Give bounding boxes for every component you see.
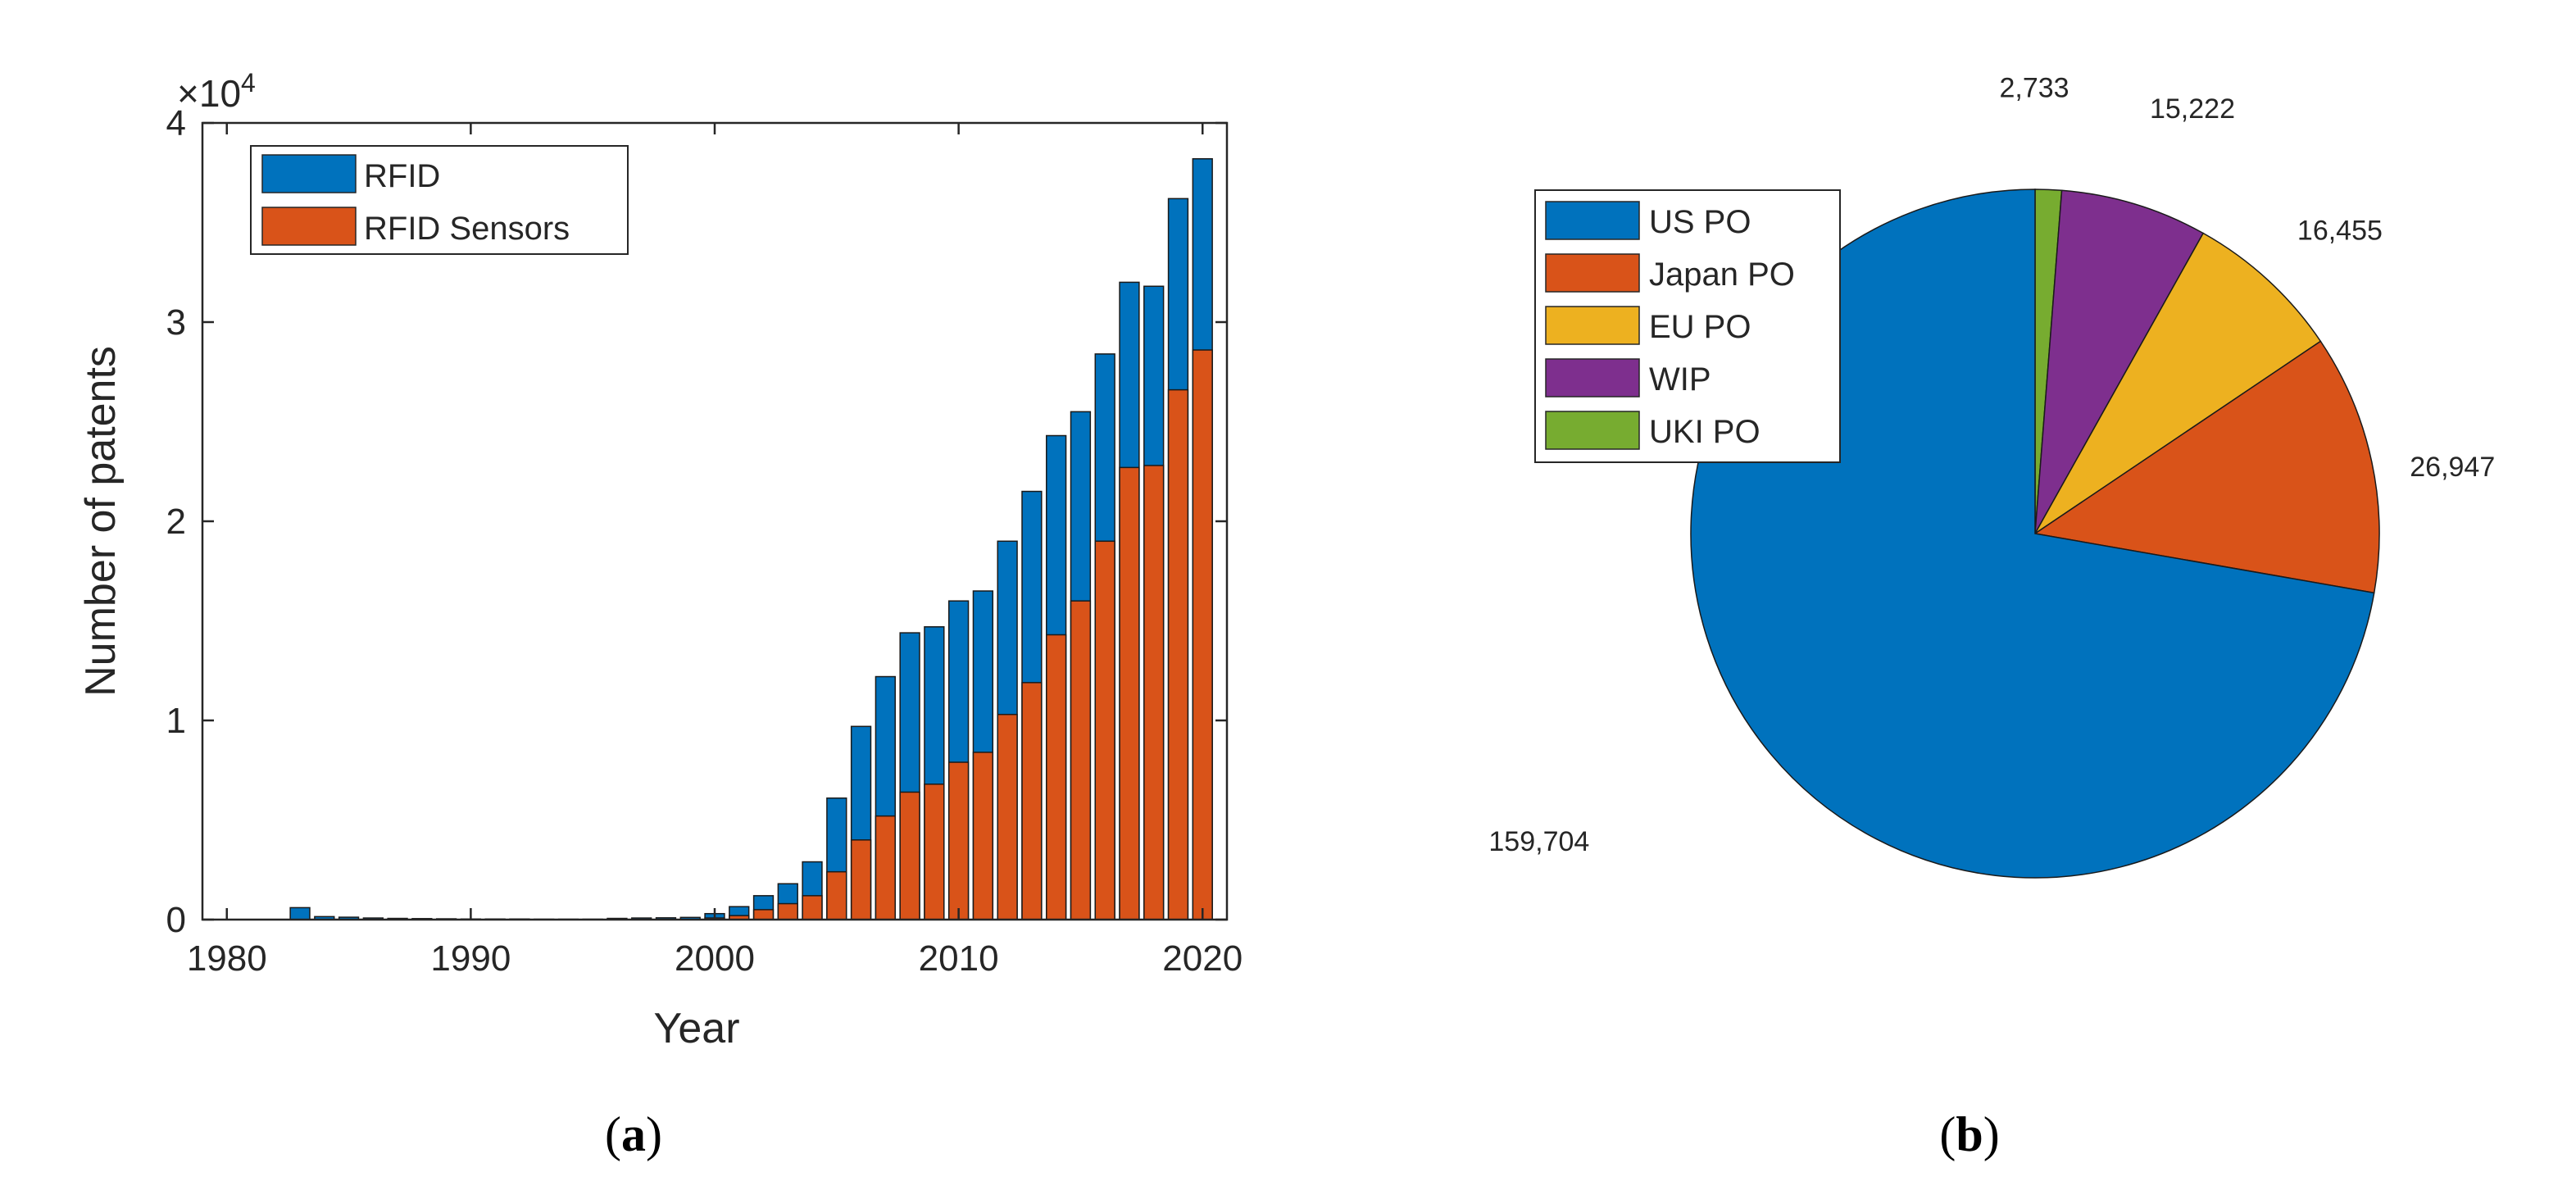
bar-legend: RFID RFID Sensors <box>250 145 629 255</box>
bar-rfid-sensors-2004 <box>802 895 823 920</box>
caption-b: (b) <box>1939 1107 1999 1161</box>
legend-swatch-wip <box>1545 358 1640 398</box>
pie-value-label-eu-po: 16,455 <box>2297 216 2383 247</box>
legend-swatch-rfid <box>261 154 357 193</box>
y-tick-label-10000: 1 <box>166 701 186 741</box>
bar-series-group <box>289 157 1213 920</box>
legend-label-rfid-sensors: RFID Sensors <box>364 211 570 247</box>
legend-label-japan-po: Japan PO <box>1649 257 1795 293</box>
bar-rfid-sensors-2010 <box>947 761 970 920</box>
legend-swatch-japan-po <box>1545 253 1640 293</box>
pie-slices-group <box>1690 189 2380 879</box>
bar-rfid-sensors-2006 <box>850 839 872 920</box>
pie-slice-eu-po <box>2034 232 2322 534</box>
pie-slice-wip <box>2034 189 2205 534</box>
legend-swatch-rfid-sensors <box>261 207 357 246</box>
bar-rfid-sensors-2019 <box>1167 388 1189 920</box>
legend-swatch-uki-po <box>1545 411 1640 450</box>
bar-rfid-sensors-2011 <box>972 752 994 920</box>
x-tick-label-1980: 1980 <box>187 938 267 979</box>
x-tick-label-2010: 2010 <box>919 938 999 979</box>
bar-rfid-sensors-2014 <box>1046 634 1067 920</box>
bar-rfid-sensors-2007 <box>875 815 896 920</box>
x-tick-label-2000: 2000 <box>675 938 755 979</box>
pie-legend: US PO Japan PO EU PO WIP UKI PO <box>1534 189 1841 463</box>
bar-rfid-sensors-2016 <box>1094 540 1115 920</box>
bar-chart-panel: 1980 1990 2000 2010 2020 0 1 2 3 4 ×104 Year Num… <box>77 68 1243 1052</box>
legend-label-wip: WIP <box>1649 361 1711 398</box>
pie-value-label-us-po: 159,704 <box>1488 826 1589 857</box>
legend-label-eu-po: EU PO <box>1649 309 1751 345</box>
bar-rfid-sensors-2012 <box>997 713 1018 920</box>
legend-swatch-eu-po <box>1545 306 1640 345</box>
legend-label-rfid: RFID <box>364 158 440 194</box>
legend-label-us-po: US PO <box>1649 204 1751 240</box>
y-tick-group: 0 1 2 3 4 <box>166 103 1227 940</box>
bar-rfid-sensors-2015 <box>1070 600 1092 920</box>
y-tick-label-30000: 3 <box>166 302 186 343</box>
bar-rfid-sensors-2013 <box>1021 682 1043 920</box>
pie-value-labels-group: 2,733 15,222 16,455 26,947 159,704 <box>1488 72 2495 857</box>
bar-rfid-sensors-2002 <box>752 909 775 920</box>
pie-value-label-japan-po: 26,947 <box>2410 452 2495 483</box>
y-axis-label: Number of patents <box>77 346 125 697</box>
y-tick-label-40000: 4 <box>166 103 186 143</box>
bar-rfid-sensors-2008 <box>899 791 920 920</box>
bar-rfid-sensors-2018 <box>1143 465 1165 920</box>
bar-rfid-1983 <box>289 906 311 920</box>
bar-rfid-sensors-2020 <box>1192 349 1213 920</box>
legend-swatch-us-po <box>1545 201 1640 240</box>
x-axis-label: Year <box>653 1005 739 1052</box>
pie-value-label-uki-po: 2,733 <box>1999 72 2069 103</box>
legend-label-uki-po: UKI PO <box>1649 414 1760 450</box>
pie-chart-panel: 2,733 15,222 16,455 26,947 159,704 US PO Jap… <box>1488 72 2495 879</box>
caption-a: (a) <box>605 1107 662 1161</box>
pie-value-label-wip: 15,222 <box>2150 93 2235 125</box>
y-multiplier-label: ×104 <box>177 68 256 115</box>
x-tick-group: 1980 1990 2000 2010 2020 <box>187 123 1243 979</box>
y-multiplier-exponent: 4 <box>241 68 256 98</box>
y-tick-label-20000: 2 <box>166 502 186 542</box>
bar-rfid-sensors-2005 <box>826 870 847 920</box>
x-tick-label-1990: 1990 <box>430 938 511 979</box>
bar-rfid-sensors-2003 <box>777 902 798 920</box>
y-tick-label-0: 0 <box>166 900 186 940</box>
bar-rfid-sensors-2017 <box>1119 466 1140 920</box>
bar-rfid-sensors-2009 <box>924 784 945 920</box>
x-tick-label-2020: 2020 <box>1162 938 1243 979</box>
pie-slice-japan-po <box>2033 340 2380 594</box>
